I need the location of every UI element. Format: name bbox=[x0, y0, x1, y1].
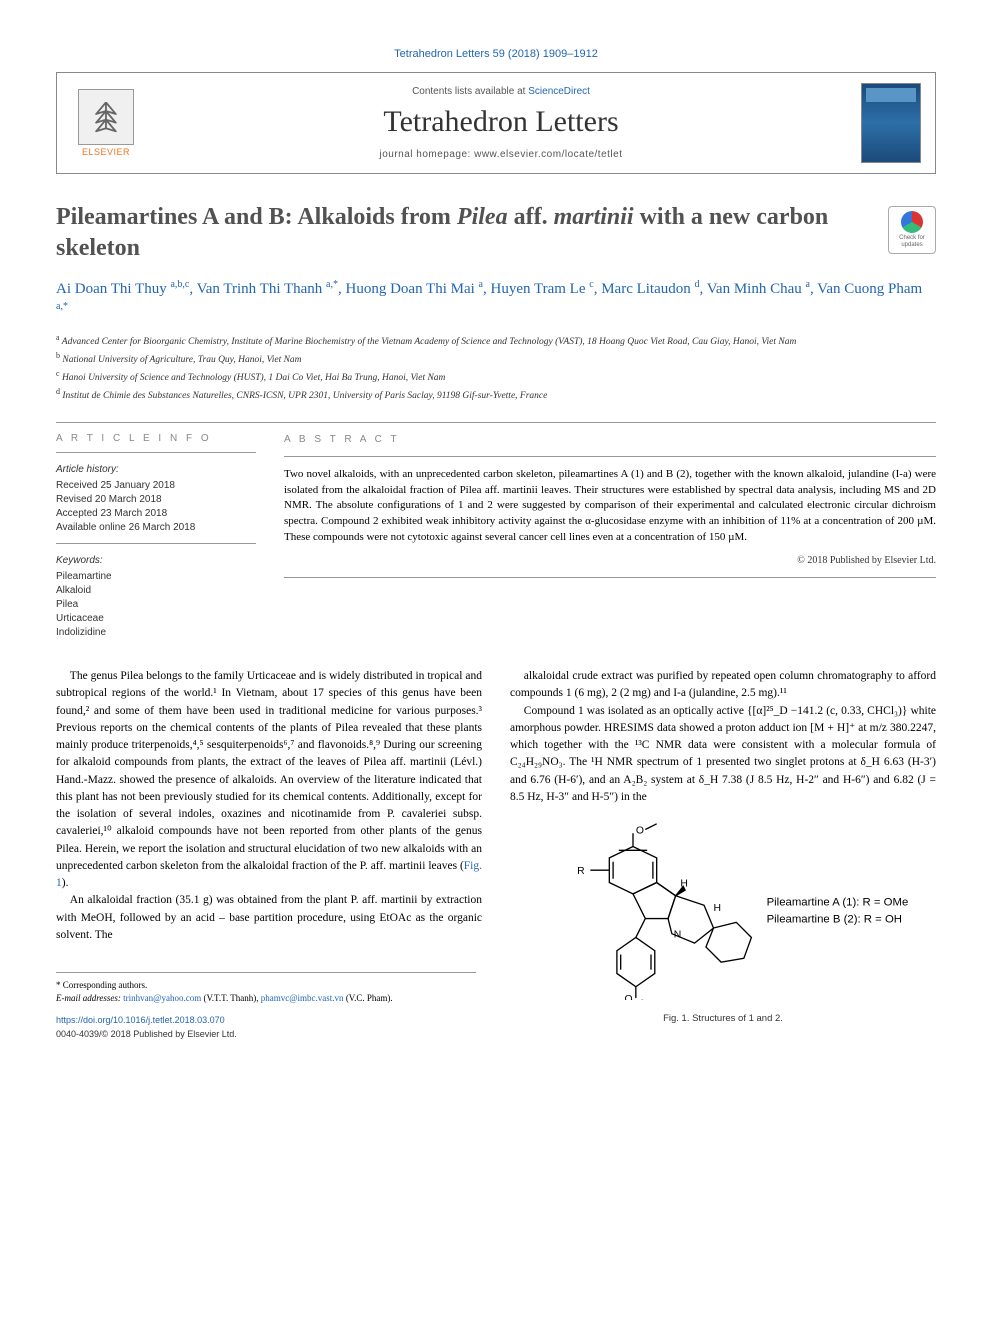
journal-header: ELSEVIER Contents lists available at Sci… bbox=[56, 72, 936, 174]
email-attr: (V.C. Pham). bbox=[344, 993, 393, 1003]
publisher-logo[interactable]: ELSEVIER bbox=[71, 83, 141, 163]
crossmark-icon bbox=[901, 211, 923, 233]
email-label: E-mail addresses: bbox=[56, 993, 123, 1003]
keyword: Urticaceae bbox=[56, 612, 256, 626]
rule bbox=[56, 543, 256, 544]
history-line: Received 25 January 2018 bbox=[56, 479, 256, 493]
journal-cover-thumb[interactable]: Tetrahedron Letters bbox=[861, 83, 921, 163]
body-columns: The genus Pilea belongs to the family Ur… bbox=[56, 668, 936, 1041]
history-line: Revised 20 March 2018 bbox=[56, 493, 256, 507]
journal-homepage: journal homepage: www.elsevier.com/locat… bbox=[141, 149, 861, 160]
elsevier-tree-icon bbox=[78, 89, 134, 145]
keyword: Indolizidine bbox=[56, 626, 256, 640]
article-info-heading: A R T I C L E I N F O bbox=[56, 433, 256, 444]
body-para: An alkaloidal fraction (35.1 g) was obta… bbox=[56, 892, 482, 944]
corresponding-note: * Corresponding authors. bbox=[56, 979, 476, 992]
abstract-heading: A B S T R A C T bbox=[284, 433, 936, 448]
author-email-link[interactable]: trinhvan@yahoo.com bbox=[123, 993, 201, 1003]
atom-label: R bbox=[577, 866, 585, 877]
article-title: Pileamartines A and B: Alkaloids from Pi… bbox=[56, 202, 872, 264]
history-line: Accepted 23 March 2018 bbox=[56, 507, 256, 521]
body-para: alkaloidal crude extract was purified by… bbox=[510, 668, 936, 703]
keywords-label: Keywords: bbox=[56, 554, 256, 568]
compound-label: Pileamartine B (2): R = OH bbox=[767, 913, 902, 925]
abstract-column: A B S T R A C T Two novel alkaloids, wit… bbox=[284, 433, 936, 640]
rule bbox=[56, 422, 936, 423]
figure-ref-link[interactable]: Fig. 1 bbox=[56, 860, 482, 889]
journal-citation: Tetrahedron Letters 59 (2018) 1909–1912 bbox=[56, 48, 936, 60]
figure-caption: Fig. 1. Structures of 1 and 2. bbox=[510, 1012, 936, 1026]
keyword: Pileamartine bbox=[56, 570, 256, 584]
issn-copyright: 0040-4039/© 2018 Published by Elsevier L… bbox=[56, 1028, 482, 1042]
contents-prefix: Contents lists available at bbox=[412, 86, 528, 97]
affiliation-list: a Advanced Center for Bioorganic Chemist… bbox=[56, 332, 936, 404]
body-col-right: alkaloidal crude extract was purified by… bbox=[510, 668, 936, 1041]
body-col-left: The genus Pilea belongs to the family Ur… bbox=[56, 668, 482, 1041]
email-attr: (V.T.T. Thanh), bbox=[201, 993, 261, 1003]
footnotes: * Corresponding authors. E-mail addresse… bbox=[56, 972, 476, 1004]
sciencedirect-link[interactable]: ScienceDirect bbox=[528, 86, 590, 97]
abstract-text: Two novel alkaloids, with an unprecedent… bbox=[284, 467, 936, 547]
author-list: Ai Doan Thi Thuy a,b,c, Van Trinh Thi Th… bbox=[56, 278, 936, 322]
compound-label: Pileamartine A (1): R = OMe bbox=[767, 896, 909, 908]
rule bbox=[284, 456, 936, 457]
keyword: Pilea bbox=[56, 598, 256, 612]
journal-name: Tetrahedron Letters bbox=[141, 105, 861, 139]
structure-svg: O R H H N bbox=[510, 820, 936, 1000]
figure-1: O R H H N bbox=[510, 820, 936, 1027]
title-italic: martinii bbox=[554, 204, 634, 230]
title-part: aff. bbox=[508, 204, 554, 230]
article-info-column: A R T I C L E I N F O Article history: R… bbox=[56, 433, 256, 640]
publisher-label: ELSEVIER bbox=[82, 147, 130, 157]
atom-label: N bbox=[674, 930, 682, 941]
rule bbox=[56, 452, 256, 453]
history-line: Available online 26 March 2018 bbox=[56, 521, 256, 535]
abstract-copyright: © 2018 Published by Elsevier Ltd. bbox=[284, 554, 936, 569]
cover-label: Tetrahedron Letters bbox=[868, 89, 920, 101]
atom-label: H bbox=[714, 903, 722, 914]
doi-link[interactable]: https://doi.org/10.1016/j.tetlet.2018.03… bbox=[56, 1015, 225, 1025]
email-line: E-mail addresses: trinhvan@yahoo.com (V.… bbox=[56, 992, 476, 1005]
check-updates-badge[interactable]: Check for updates bbox=[888, 206, 936, 254]
doi-line: https://doi.org/10.1016/j.tetlet.2018.03… bbox=[56, 1014, 482, 1028]
author-email-link[interactable]: phamvc@imbc.vast.vn bbox=[261, 993, 344, 1003]
body-para: The genus Pilea belongs to the family Ur… bbox=[56, 668, 482, 892]
check-updates-label: Check for updates bbox=[889, 235, 935, 248]
atom-label: O bbox=[624, 994, 632, 1000]
contents-available-line: Contents lists available at ScienceDirec… bbox=[141, 86, 861, 97]
title-italic: Pilea bbox=[457, 204, 508, 230]
atom-label: O bbox=[636, 825, 644, 836]
keyword: Alkaloid bbox=[56, 584, 256, 598]
title-part: Pileamartines A and B: Alkaloids from bbox=[56, 204, 457, 230]
rule bbox=[284, 577, 936, 578]
body-para: Compound 1 was isolated as an optically … bbox=[510, 703, 936, 807]
history-label: Article history: bbox=[56, 463, 256, 477]
